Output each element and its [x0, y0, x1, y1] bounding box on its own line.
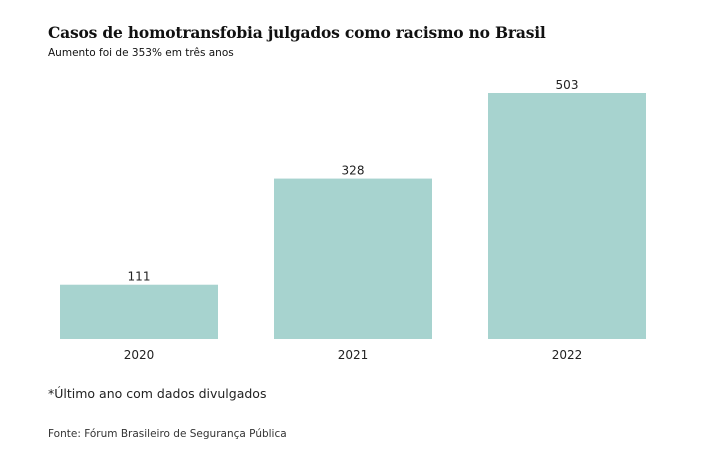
source-note: Fonte: Fórum Brasileiro de Segurança Púb… [48, 428, 287, 440]
data-label: 328 [342, 164, 365, 178]
chart-title: Casos de homotransfobia julgados como ra… [48, 23, 546, 42]
x-tick-label: 2022 [552, 348, 583, 362]
x-tick-label: 2021 [338, 348, 369, 362]
x-tick-label: 2020 [124, 348, 155, 362]
bar-2021 [274, 178, 432, 339]
bar-2022 [488, 93, 646, 339]
data-label: 111 [128, 270, 151, 284]
footnote: *Último ano com dados divulgados [48, 386, 267, 401]
data-label: 503 [556, 78, 579, 92]
chart-subtitle: Aumento foi de 353% em três anos [48, 47, 234, 59]
bar-2020 [60, 284, 218, 339]
